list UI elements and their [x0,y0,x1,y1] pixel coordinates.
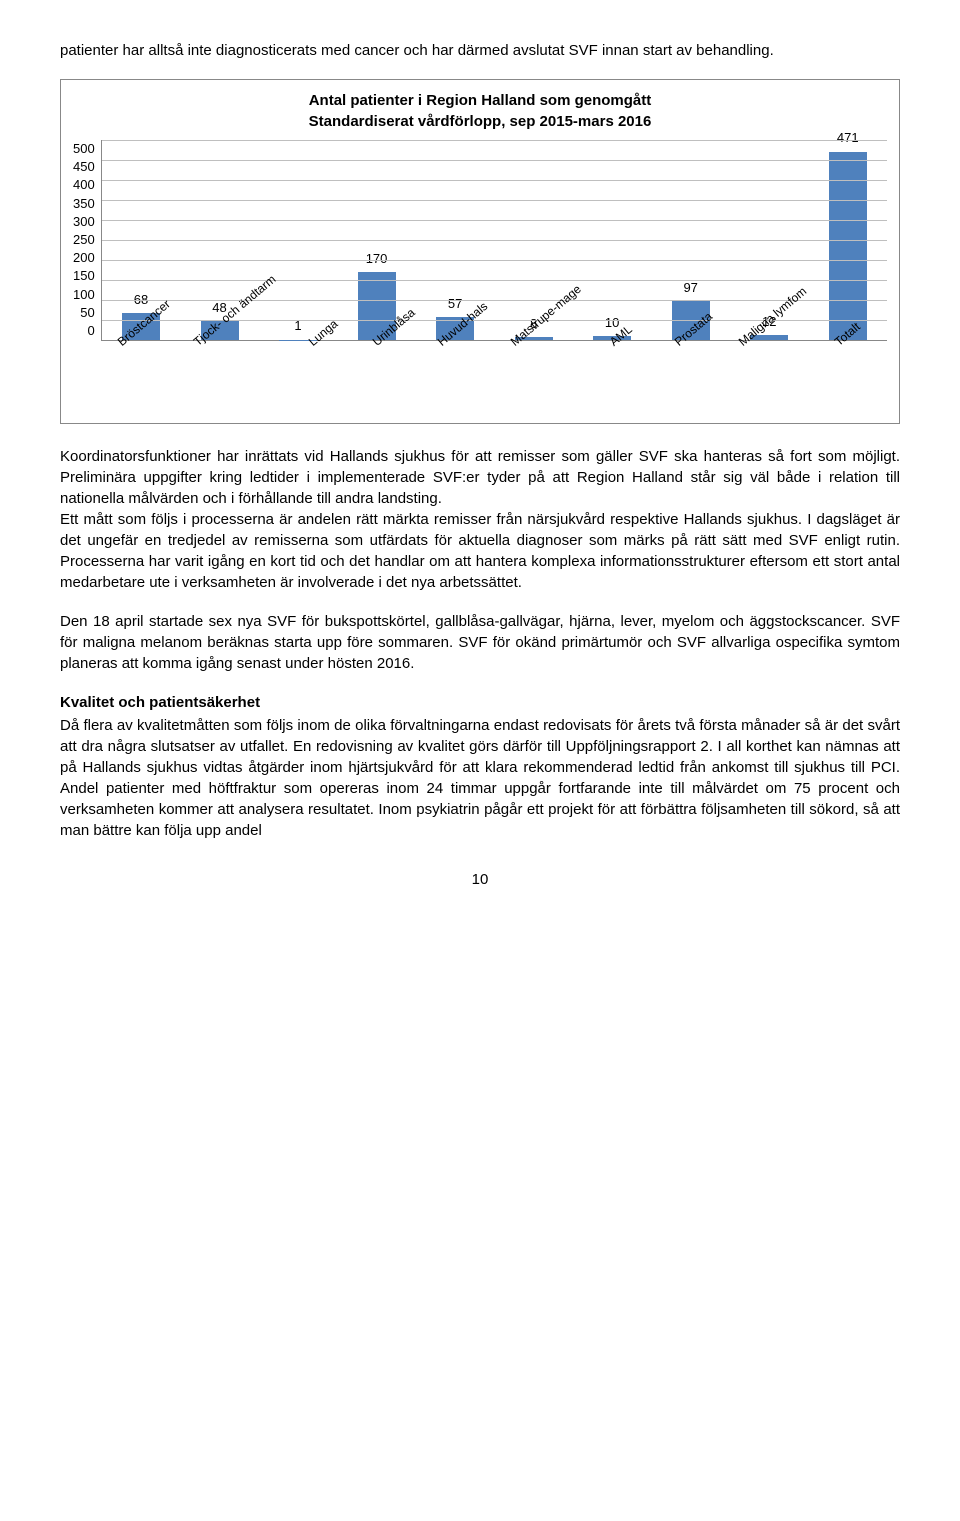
page-number: 10 [60,869,900,890]
body-paragraph-1: Koordinatorsfunktioner har inrättats vid… [60,446,900,509]
y-tick-label: 150 [73,267,95,285]
gridline [102,180,887,181]
y-tick-label: 50 [73,304,95,322]
bar-value-label: 57 [448,295,462,313]
body-paragraph-4: Då flera av kvalitetmåtten som följs ino… [60,715,900,841]
intro-paragraph: patienter har alltså inte diagnosticerat… [60,40,900,61]
chart-title: Antal patienter i Region Halland som gen… [73,90,887,132]
y-tick-label: 500 [73,140,95,158]
gridline [102,220,887,221]
gridline [102,240,887,241]
y-tick-label: 400 [73,176,95,194]
chart-container: Antal patienter i Region Halland som gen… [60,79,900,424]
gridline [102,160,887,161]
y-tick-label: 0 [73,322,95,340]
gridline [102,200,887,201]
y-tick-label: 300 [73,213,95,231]
y-tick-label: 350 [73,195,95,213]
gridline [102,280,887,281]
chart-title-line1: Antal patienter i Region Halland som gen… [309,92,652,109]
bar-value-label: 471 [837,129,859,147]
y-tick-label: 100 [73,286,95,304]
bar-value-label: 97 [683,279,697,297]
y-tick-label: 250 [73,231,95,249]
gridline [102,260,887,261]
body-paragraph-2: Ett mått som följs i processerna är ande… [60,509,900,593]
x-axis-labels: BröstcancerTjock- och ändtarmLungaUrinbl… [105,345,887,415]
chart-title-line2: Standardiserat vårdförlopp, sep 2015-mar… [309,113,652,130]
y-axis: 500450400350300250200150100500 [73,140,101,340]
gridline [102,140,887,141]
gridline [102,300,887,301]
bar-value-label: 170 [366,250,388,268]
y-tick-label: 450 [73,158,95,176]
y-tick-label: 200 [73,249,95,267]
section-heading: Kvalitet och patientsäkerhet [60,692,900,713]
body-paragraph-3: Den 18 april startade sex nya SVF för bu… [60,611,900,674]
